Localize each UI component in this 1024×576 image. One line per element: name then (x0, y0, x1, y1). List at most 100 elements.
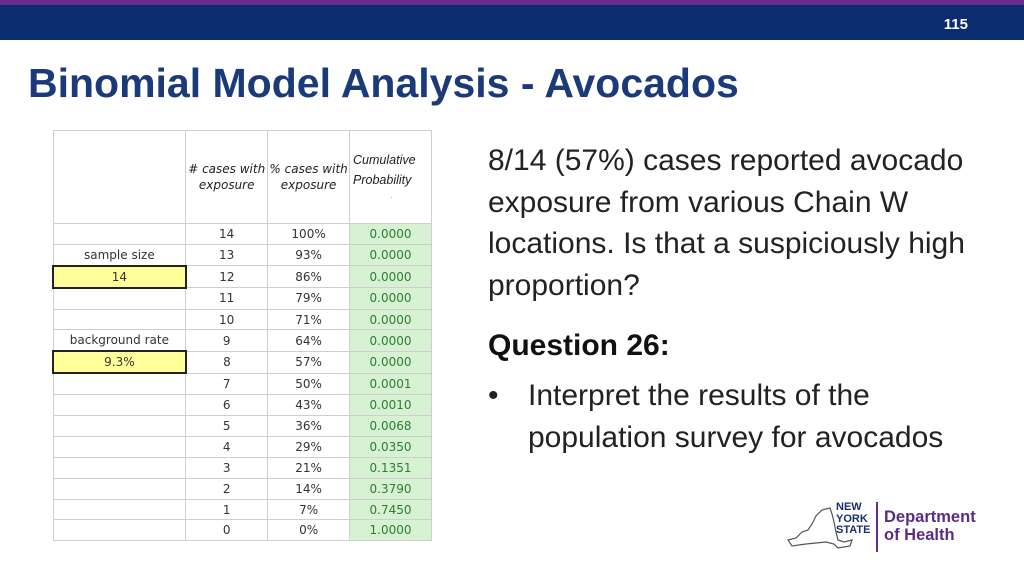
pct-cell: 43% (267, 394, 351, 417)
pct-cell: 0% (267, 519, 351, 542)
cases-cell: 13 (185, 243, 269, 267)
pct-cell: 14% (267, 477, 351, 500)
probability-cell: 0.0000 (349, 265, 432, 289)
state-word-1: NEW (836, 501, 862, 513)
header-cases-with-exposure: # cases with exposure (185, 130, 269, 224)
side-empty-cell (52, 456, 187, 479)
new-york-state-wordmark: NEW YORK STATE (836, 501, 871, 537)
binomial-table-image: # cases with exposure % cases with expos… (52, 130, 432, 542)
cases-cell: 1 (185, 498, 269, 521)
dept-line-1: Department (884, 508, 976, 526)
bullet-text: Interpret the results of the population … (528, 379, 944, 454)
pct-cell: 93% (267, 243, 351, 267)
probability-cell: 0.0010 (349, 394, 432, 417)
table-row: 7 50% 0.0001 (52, 372, 432, 396)
pct-cell: 100% (267, 223, 351, 245)
probability-cell: 0.0000 (349, 223, 432, 245)
side-empty-cell (52, 308, 187, 331)
table-row: 2 14% 0.3790 (52, 477, 432, 500)
pct-cell: 64% (267, 329, 351, 352)
cases-cell: 4 (185, 435, 269, 458)
probability-cell: 0.0350 (349, 435, 432, 458)
cases-cell: 5 (185, 415, 269, 437)
dept-line-2: of Health (884, 526, 955, 544)
table-row: 14 100% 0.0000 (52, 223, 432, 245)
probability-cell: 0.0001 (349, 372, 432, 396)
table-row: sample size 13 93% 0.0000 (52, 243, 432, 267)
probability-cell: 0.0000 (349, 329, 432, 352)
cases-cell: 7 (185, 372, 269, 396)
logo-divider (876, 502, 878, 552)
pct-cell: 29% (267, 435, 351, 458)
cases-cell: 6 (185, 394, 269, 417)
table-row: 3 21% 0.1351 (52, 456, 432, 479)
table-row: 4 29% 0.0350 (52, 435, 432, 458)
slide-number: 115 (943, 16, 968, 33)
header-empty-cell (52, 130, 187, 224)
top-accent-strip (0, 0, 1024, 5)
table-row: 11 79% 0.0000 (52, 287, 432, 310)
pct-cell: 86% (267, 265, 351, 289)
question-heading: Question 26: (488, 329, 670, 362)
cases-cell: 0 (185, 519, 269, 542)
cases-cell: 10 (185, 308, 269, 331)
probability-cell: 0.0000 (349, 308, 432, 331)
table-row: background rate 9 64% 0.0000 (52, 329, 432, 352)
table-row: 5 36% 0.0068 (52, 415, 432, 437)
side-empty-cell (52, 435, 187, 458)
background-rate-label: background rate (52, 329, 187, 352)
cases-cell: 8 (185, 350, 269, 374)
slide-title: Binomial Model Analysis - Avocados (28, 60, 739, 106)
pct-cell: 79% (267, 287, 351, 310)
ny-state-map-icon (787, 507, 853, 549)
table-row: 1 7% 0.7450 (52, 498, 432, 521)
sample-size-label: sample size (52, 243, 187, 267)
probability-cell: 0.0000 (349, 243, 432, 267)
table-row: 9.3% 8 57% 0.0000 (52, 350, 432, 375)
cases-cell: 3 (185, 456, 269, 479)
probability-cell: 0.0068 (349, 415, 432, 437)
cases-cell: 9 (185, 329, 269, 352)
bullet-symbol: • (488, 379, 499, 412)
top-banner: 115 (0, 0, 1024, 40)
pct-cell: 21% (267, 456, 351, 479)
probability-cell: 0.0000 (349, 350, 432, 374)
background-rate-value: 9.3% (52, 350, 187, 375)
probability-cell: 0.1351 (349, 456, 432, 479)
table-header-row: # cases with exposure % cases with expos… (52, 130, 432, 224)
binomial-table: # cases with exposure % cases with expos… (52, 130, 432, 542)
table-row: 10 71% 0.0000 (52, 308, 432, 331)
side-empty-cell (52, 477, 187, 500)
pct-cell: 71% (267, 308, 351, 331)
side-empty-cell (52, 287, 187, 310)
table-row: 0 0% 1.0000 (52, 519, 432, 542)
side-empty-cell (52, 223, 187, 245)
probability-cell: 0.0000 (349, 287, 432, 310)
side-empty-cell (52, 372, 187, 396)
table-row: 14 12 86% 0.0000 (52, 264, 432, 289)
probability-cell: 0.7450 (349, 498, 432, 521)
table-row: 6 43% 0.0010 (52, 394, 432, 417)
pct-cell: 57% (267, 350, 351, 374)
case-exposure-paragraph: 8/14 (57%) cases reported avocado exposu… (488, 144, 965, 302)
cases-cell: 2 (185, 477, 269, 500)
cases-cell: 11 (185, 287, 269, 310)
header-pct-cases-with-exposure: % cases with exposure (267, 130, 351, 224)
cases-cell: 14 (185, 223, 269, 245)
nys-doh-logo: NEW YORK STATE Department of Health (786, 500, 996, 556)
header-cumulative-probability-text: Cumulative Probability (353, 153, 416, 187)
probability-cell: 1.0000 (349, 519, 432, 542)
header-cumulative-mark: . (390, 191, 394, 201)
state-word-3: STATE (836, 524, 871, 536)
header-cumulative-probability: Cumulative Probability . (349, 130, 432, 224)
state-word-2: YORK (836, 512, 868, 525)
cases-cell: 12 (185, 265, 269, 289)
side-empty-cell (52, 498, 187, 521)
side-empty-cell (52, 394, 187, 417)
side-empty-cell (52, 415, 187, 437)
pct-cell: 50% (267, 372, 351, 396)
side-empty-cell (52, 519, 187, 542)
pct-cell: 36% (267, 415, 351, 437)
probability-cell: 0.3790 (349, 477, 432, 500)
department-of-health-wordmark: Department of Health (884, 508, 976, 544)
